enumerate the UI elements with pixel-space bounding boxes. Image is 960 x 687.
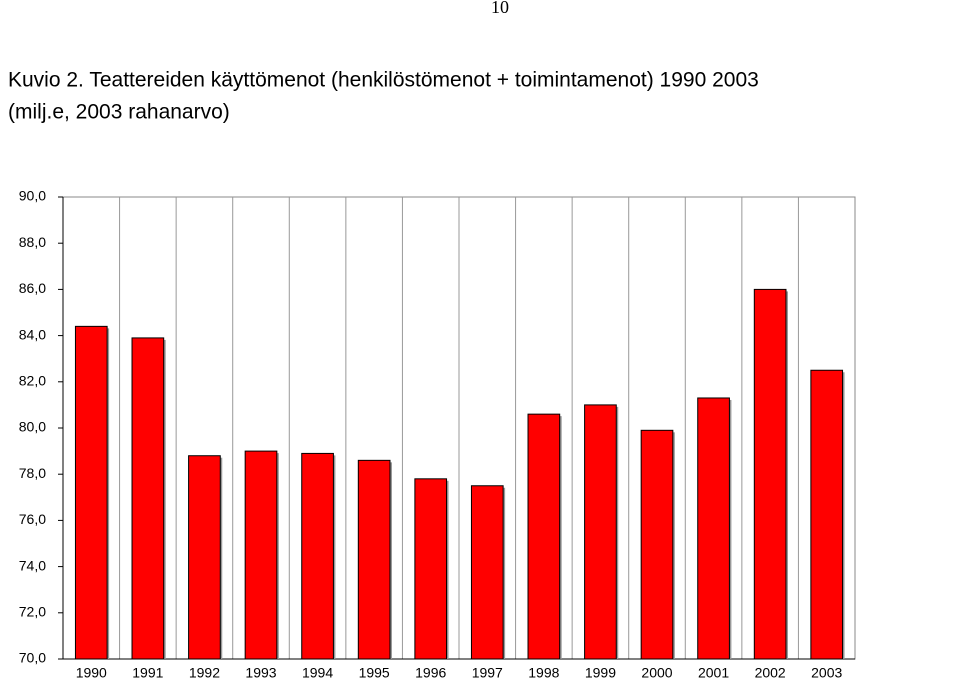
x-tick-label: 2001 (698, 665, 729, 681)
bar (697, 397, 730, 660)
y-tick-label: 70,0 (19, 650, 46, 666)
y-tick-label: 74,0 (19, 557, 46, 573)
x-tick-label: 1998 (528, 665, 559, 681)
bar (527, 413, 561, 660)
bar (74, 325, 108, 660)
bar (470, 485, 504, 660)
bar (188, 455, 221, 660)
chart-title: Kuvio 2. Teattereiden käyttömenot (henki… (8, 69, 759, 92)
chart-title: (milj.e, 2003 rahanarvo) (8, 101, 230, 124)
bar (810, 369, 844, 660)
y-tick-label: 78,0 (19, 465, 46, 481)
x-tick-label: 1991 (132, 665, 163, 681)
y-tick-label: 86,0 (19, 280, 46, 296)
x-tick-label: 1997 (472, 665, 503, 681)
x-tick-label: 2003 (811, 665, 842, 681)
y-tick-label: 84,0 (19, 326, 46, 342)
x-tick-label: 1993 (245, 665, 276, 681)
bar (131, 337, 165, 660)
bar (584, 404, 617, 660)
y-tick-label: 82,0 (19, 373, 46, 389)
bar (301, 452, 334, 660)
y-tick-label: 80,0 (19, 419, 46, 435)
y-tick-label: 76,0 (19, 511, 46, 527)
y-tick-label: 90,0 (19, 188, 46, 204)
x-tick-label: 1990 (76, 665, 107, 681)
x-tick-label: 1995 (359, 665, 390, 681)
page-number: 10 (491, 0, 509, 17)
x-tick-label: 2000 (641, 665, 672, 681)
bar (244, 450, 278, 660)
x-tick-label: 1994 (302, 665, 333, 681)
bar (357, 459, 391, 660)
bar (640, 429, 674, 660)
x-tick-label: 1999 (585, 665, 616, 681)
bar (753, 288, 787, 660)
y-tick-label: 72,0 (19, 604, 46, 620)
x-tick-label: 1996 (415, 665, 446, 681)
y-tick-label: 88,0 (19, 234, 46, 250)
bar (414, 478, 448, 660)
x-tick-label: 2002 (755, 665, 786, 681)
x-tick-label: 1992 (189, 665, 220, 681)
